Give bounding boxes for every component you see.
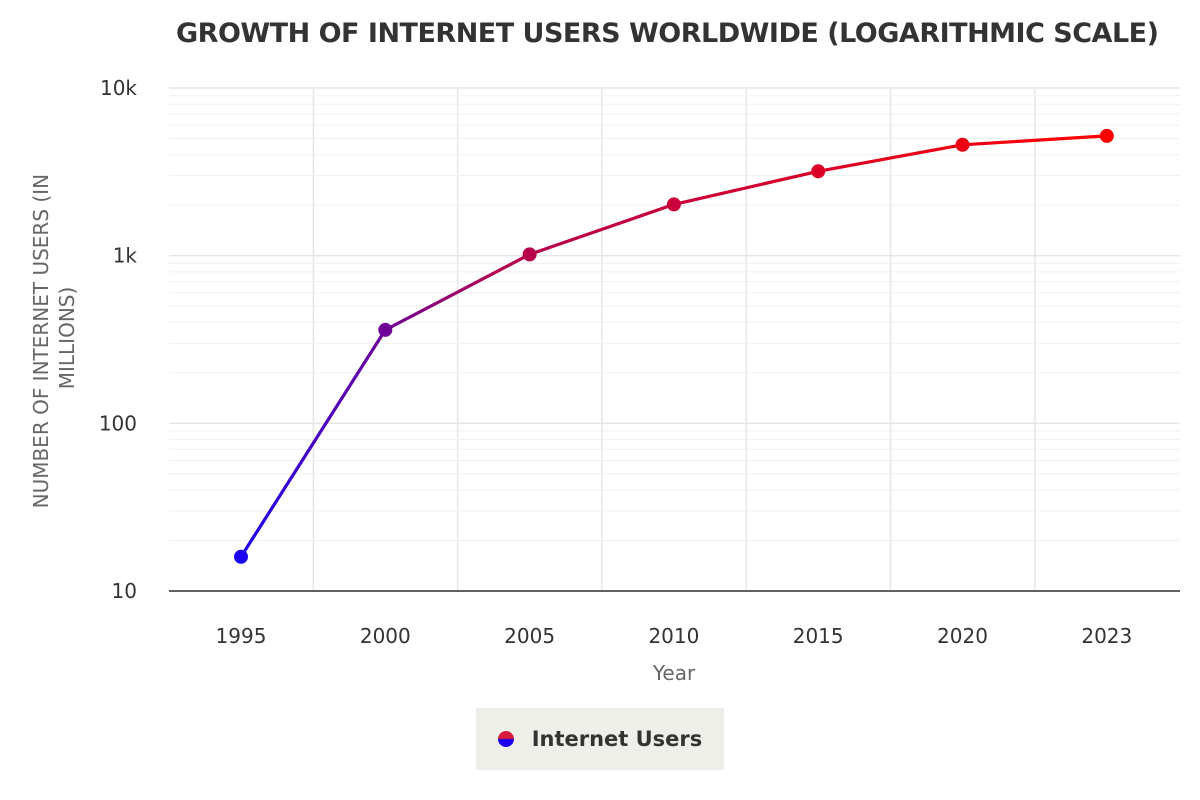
chart-title: GROWTH OF INTERNET USERS WORLDWIDE (LOGA… [176,18,1158,49]
data-point-2005 [522,247,537,262]
legend-label: Internet Users [531,727,703,751]
y-axis-label-line-1: NUMBER OF INTERNET USERS (IN [29,174,53,508]
legend[interactable]: Internet Users [476,708,724,770]
data-point-2010 [666,197,681,212]
data-point-2000 [378,322,393,337]
y-axis-label: NUMBER OF INTERNET USERS (IN MILLIONS) [29,168,79,509]
data-point-2020 [955,137,970,152]
x-tick-label: 2015 [793,624,844,648]
x-tick-label: 2020 [937,624,988,648]
data-point-1995 [234,549,248,564]
series-layer [234,128,1114,564]
y-axis-label-line-2: MILLIONS) [55,287,79,390]
x-tick-label: 2000 [360,624,411,648]
y-tick-label: 100 [99,411,137,435]
data-point-2023 [1099,128,1114,143]
grid-layer [169,87,1180,592]
data-point-2015 [811,164,826,179]
y-tick-label: 10k [100,76,137,100]
y-tick-label: 1k [113,244,138,268]
x-tick-label: 2010 [648,624,699,648]
x-tick-label: 2023 [1081,624,1132,648]
x-tick-label: 2005 [504,624,555,648]
x-tick-labels: 1995 2000 2005 2010 2015 2020 2023 [216,624,1133,648]
x-axis-label: Year [652,661,696,685]
y-tick-labels: 10 100 1k 10k [99,76,138,603]
legend-marker-icon [497,731,514,747]
x-tick-label: 1995 [216,624,267,648]
y-tick-label: 10 [112,579,137,603]
